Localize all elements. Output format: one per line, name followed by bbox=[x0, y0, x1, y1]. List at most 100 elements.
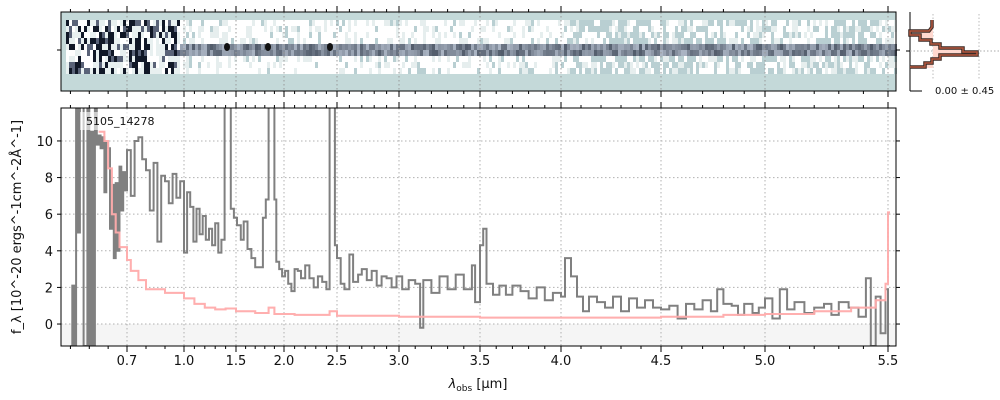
2d-pixel bbox=[831, 32, 834, 38]
2d-pixel bbox=[423, 50, 426, 56]
2d-pixel bbox=[816, 44, 819, 50]
2d-pixel bbox=[321, 20, 324, 26]
2d-pixel bbox=[870, 26, 873, 32]
2d-pixel bbox=[579, 56, 582, 62]
2d-pixel bbox=[462, 44, 465, 50]
2d-pixel bbox=[228, 32, 231, 38]
2d-pixel bbox=[75, 62, 78, 68]
2d-pixel bbox=[360, 26, 363, 32]
2d-pixel bbox=[141, 32, 144, 38]
2d-pixel bbox=[621, 26, 624, 32]
2d-pixel bbox=[624, 62, 627, 68]
2d-pixel bbox=[339, 32, 342, 38]
2d-pixel bbox=[543, 50, 546, 56]
2d-pixel bbox=[252, 38, 255, 44]
2d-pixel bbox=[225, 32, 228, 38]
2d-pixel bbox=[522, 56, 525, 62]
2d-pixel bbox=[690, 68, 693, 74]
2d-pixel bbox=[249, 44, 252, 50]
2d-pixel bbox=[861, 56, 864, 62]
2d-pixel bbox=[486, 32, 489, 38]
2d-pixel bbox=[558, 62, 561, 68]
2d-pixel bbox=[201, 50, 204, 56]
2d-pixel bbox=[888, 56, 891, 62]
2d-pixel bbox=[315, 56, 318, 62]
2d-pixel bbox=[444, 32, 447, 38]
2d-pixel bbox=[465, 56, 468, 62]
2d-pixel bbox=[612, 44, 615, 50]
2d-pixel bbox=[633, 32, 636, 38]
2d-pixel bbox=[282, 32, 285, 38]
2d-pixel bbox=[168, 68, 171, 74]
2d-pixel bbox=[387, 32, 390, 38]
2d-pixel bbox=[723, 44, 726, 50]
2d-pixel bbox=[522, 26, 525, 32]
2d-pixel bbox=[549, 68, 552, 74]
2d-pixel bbox=[780, 44, 783, 50]
2d-pixel bbox=[258, 26, 261, 32]
2d-pixel bbox=[384, 20, 387, 26]
2d-pixel bbox=[555, 38, 558, 44]
2d-pixel bbox=[147, 26, 150, 32]
2d-pixel bbox=[372, 38, 375, 44]
2d-pixel bbox=[558, 44, 561, 50]
2d-pixel bbox=[342, 32, 345, 38]
2d-pixel bbox=[783, 56, 786, 62]
2d-pixel bbox=[177, 26, 180, 32]
2d-pixel bbox=[741, 56, 744, 62]
2d-pixel bbox=[375, 38, 378, 44]
2d-pixel bbox=[336, 32, 339, 38]
2d-pixel bbox=[156, 62, 159, 68]
2d-pixel bbox=[849, 50, 852, 56]
2d-pixel bbox=[318, 62, 321, 68]
2d-pixel bbox=[657, 38, 660, 44]
2d-pixel bbox=[834, 62, 837, 68]
2d-pixel bbox=[813, 62, 816, 68]
2d-pixel bbox=[849, 32, 852, 38]
2d-pixel bbox=[561, 50, 564, 56]
2d-pixel bbox=[645, 68, 648, 74]
2d-pixel bbox=[459, 32, 462, 38]
2d-pixel bbox=[813, 38, 816, 44]
2d-pixel bbox=[369, 20, 372, 26]
2d-pixel bbox=[228, 20, 231, 26]
2d-pixel bbox=[768, 62, 771, 68]
2d-pixel bbox=[678, 32, 681, 38]
2d-pixel bbox=[144, 62, 147, 68]
2d-pixel bbox=[726, 20, 729, 26]
2d-pixel bbox=[771, 20, 774, 26]
2d-pixel bbox=[186, 62, 189, 68]
2d-pixel bbox=[123, 26, 126, 32]
2d-pixel bbox=[276, 20, 279, 26]
2d-pixel bbox=[390, 38, 393, 44]
2d-pixel bbox=[780, 38, 783, 44]
2d-pixel bbox=[882, 20, 885, 26]
2d-pixel bbox=[486, 20, 489, 26]
2d-pixel bbox=[867, 56, 870, 62]
2d-pixel bbox=[120, 68, 123, 74]
2d-pixel bbox=[468, 56, 471, 62]
2d-pixel bbox=[789, 62, 792, 68]
2d-pixel bbox=[633, 38, 636, 44]
2d-pixel bbox=[333, 56, 336, 62]
2d-pixel bbox=[693, 56, 696, 62]
2d-pixel bbox=[636, 62, 639, 68]
2d-pixel bbox=[312, 50, 315, 56]
2d-pixel bbox=[207, 38, 210, 44]
2d-pixel bbox=[273, 56, 276, 62]
2d-pixel bbox=[852, 38, 855, 44]
2d-pixel bbox=[303, 26, 306, 32]
2d-pixel bbox=[195, 20, 198, 26]
2d-pixel bbox=[663, 62, 666, 68]
2d-pixel bbox=[372, 62, 375, 68]
2d-pixel bbox=[606, 38, 609, 44]
2d-pixel bbox=[759, 50, 762, 56]
2d-pixel bbox=[858, 20, 861, 26]
2d-pixel bbox=[441, 68, 444, 74]
2d-pixel bbox=[258, 20, 261, 26]
2d-pixel bbox=[822, 44, 825, 50]
2d-pixel bbox=[267, 20, 270, 26]
2d-pixel bbox=[180, 56, 183, 62]
2d-pixel bbox=[618, 38, 621, 44]
2d-pixel bbox=[879, 38, 882, 44]
